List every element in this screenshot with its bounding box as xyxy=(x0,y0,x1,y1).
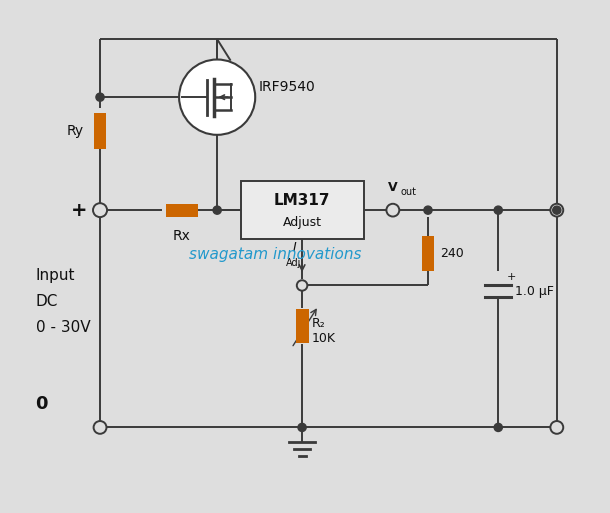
Text: 1.0 μF: 1.0 μF xyxy=(515,285,553,298)
Circle shape xyxy=(213,206,221,214)
Bar xyxy=(422,236,434,271)
Text: 0: 0 xyxy=(35,395,48,413)
Text: Adj: Adj xyxy=(285,258,301,268)
Bar xyxy=(166,204,198,216)
Circle shape xyxy=(424,206,432,214)
Circle shape xyxy=(550,421,563,434)
Circle shape xyxy=(179,60,255,135)
Circle shape xyxy=(494,423,503,431)
Text: R₂: R₂ xyxy=(312,317,326,330)
Circle shape xyxy=(550,204,563,216)
Text: 10K: 10K xyxy=(312,332,336,345)
Text: LM317: LM317 xyxy=(274,193,331,208)
Circle shape xyxy=(386,204,400,216)
Text: Adjust: Adjust xyxy=(282,216,321,229)
Bar xyxy=(93,113,107,149)
Text: swagatam innovations: swagatam innovations xyxy=(190,247,362,262)
Text: 0 - 30V: 0 - 30V xyxy=(35,320,90,334)
Text: IRF9540: IRF9540 xyxy=(258,80,315,94)
Circle shape xyxy=(93,421,107,434)
FancyBboxPatch shape xyxy=(240,181,364,239)
Text: Input: Input xyxy=(35,268,75,283)
Text: +: + xyxy=(71,201,87,220)
Text: out: out xyxy=(400,187,417,198)
Circle shape xyxy=(93,203,107,217)
Bar xyxy=(296,309,309,343)
Text: Ry: Ry xyxy=(66,124,84,138)
Text: Rx: Rx xyxy=(173,229,191,243)
Text: +: + xyxy=(507,272,517,282)
Text: V: V xyxy=(388,181,398,194)
Circle shape xyxy=(494,206,503,214)
Circle shape xyxy=(297,280,307,291)
Circle shape xyxy=(553,206,561,214)
Circle shape xyxy=(298,423,306,431)
Text: DC: DC xyxy=(35,293,58,309)
Circle shape xyxy=(96,93,104,101)
Text: I: I xyxy=(292,241,296,253)
Text: 240: 240 xyxy=(440,247,464,260)
